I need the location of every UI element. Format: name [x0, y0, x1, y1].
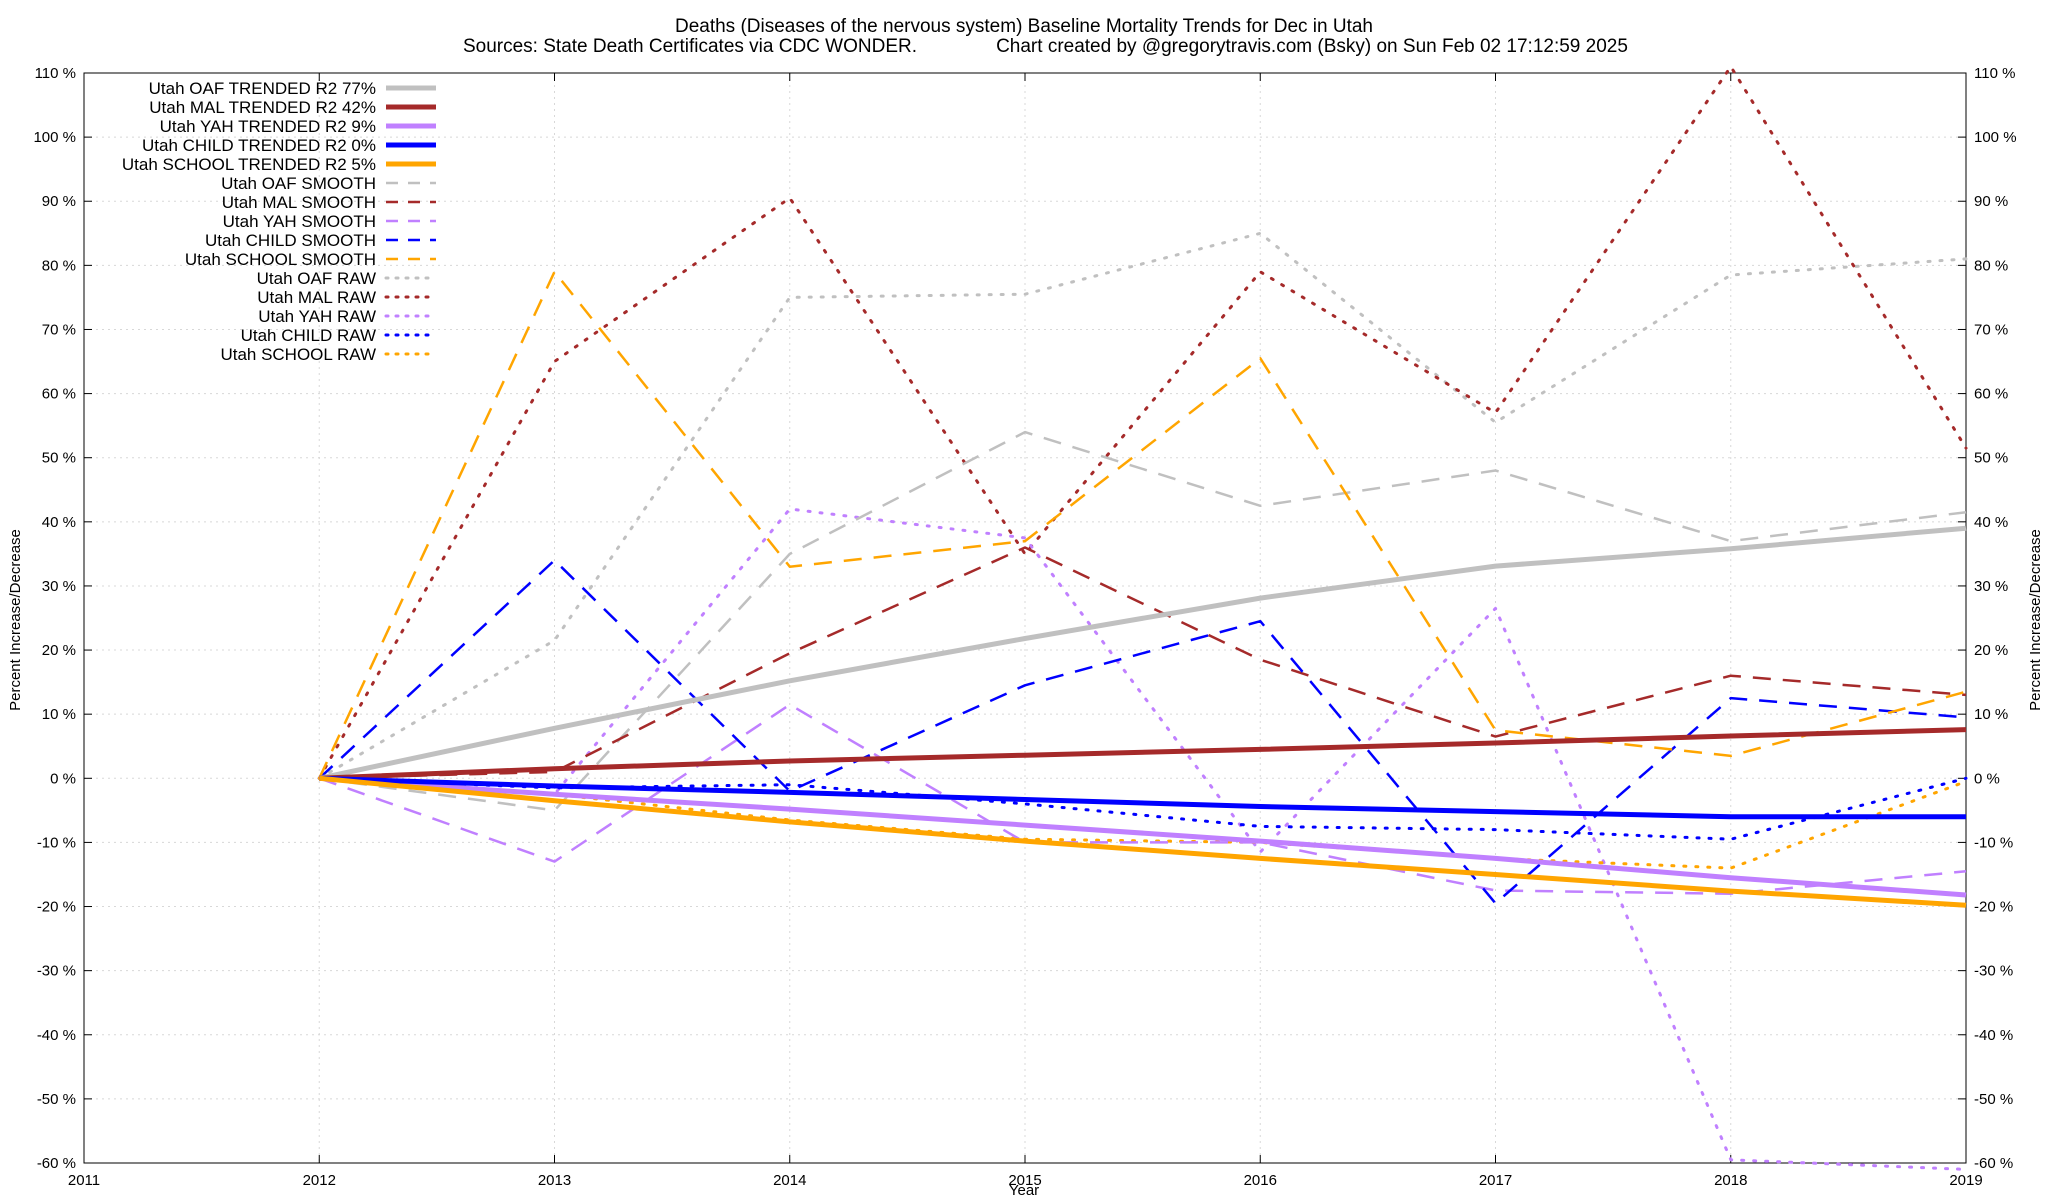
x-axis-label: Year [1009, 1182, 1039, 1199]
y-tick-label-left: 70 % [42, 321, 76, 338]
legend: Utah OAF TRENDED R2 77%Utah MAL TRENDED … [122, 79, 438, 364]
series-line-utah-oaf-smooth [319, 430, 1967, 812]
y-tick-label-right: -60 % [1974, 1155, 2013, 1172]
y-tick-label-left: -30 % [37, 963, 76, 980]
y-tick-label-left: 60 % [42, 386, 76, 403]
y-tick-label-left: 80 % [42, 257, 76, 274]
legend-label-utah-child-smooth: Utah CHILD SMOOTH [205, 231, 376, 250]
y-tick-label-right: 70 % [1974, 321, 2008, 338]
chart-subtitle-sources: Sources: State Death Certificates via CD… [463, 36, 917, 57]
y-tick-label-left: 50 % [42, 450, 76, 467]
series-line-utah-mal-raw [317, 65, 1968, 780]
legend-label-utah-oaf-raw: Utah OAF RAW [257, 269, 376, 288]
legend-label-utah-yah-raw: Utah YAH RAW [258, 307, 376, 326]
y-tick-label-right: -30 % [1974, 963, 2013, 980]
legend-label-utah-mal-trended-r2-42: Utah MAL TRENDED R2 42% [149, 98, 376, 117]
x-tick-label: 2015 [1008, 1172, 1041, 1189]
series-line-utah-oaf-trended-r2-77 [318, 525, 1967, 781]
legend-label-utah-oaf-trended-r2-77: Utah OAF TRENDED R2 77% [149, 79, 376, 98]
series-line-utah-oaf-raw [317, 231, 1968, 780]
y-tick-label-left: 90 % [42, 193, 76, 210]
y-tick-label-left: -40 % [37, 1027, 76, 1044]
chart-subtitle-credit: Chart created by @gregorytravis.com (Bsk… [996, 36, 1628, 57]
y-tick-label-left: -10 % [37, 834, 76, 851]
legend-label-utah-child-trended-r2-0: Utah CHILD TRENDED R2 0% [142, 136, 376, 155]
y-tick-label-right: 50 % [1974, 450, 2008, 467]
x-tick-label: 2011 [68, 1172, 100, 1189]
series-line-utah-yah-smooth [318, 703, 1967, 895]
series-line-utah-school-trended-r2-5 [319, 775, 1967, 908]
legend-label-utah-yah-trended-r2-9: Utah YAH TRENDED R2 9% [160, 117, 376, 136]
y-tick-label-left: -50 % [37, 1091, 76, 1108]
y-tick-label-right: -50 % [1974, 1091, 2013, 1108]
y-tick-label-right: 30 % [1974, 578, 2008, 595]
y-tick-label-right: -20 % [1974, 899, 2013, 916]
y-tick-label-right: -40 % [1974, 1027, 2013, 1044]
legend-label-utah-school-trended-r2-5: Utah SCHOOL TRENDED R2 5% [122, 155, 376, 174]
legend-label-utah-mal-raw: Utah MAL RAW [257, 288, 376, 307]
legend-label-utah-oaf-smooth: Utah OAF SMOOTH [221, 174, 376, 193]
y-axis-label-left: Percent Increase/Decrease [7, 529, 24, 711]
x-tick-label: 2017 [1479, 1172, 1512, 1189]
axis-ticks: 110 % 110 % 100 % 100 % 90 % 90 % 80 % 80 % 70 %… [33, 65, 2016, 1189]
y-tick-label-right: 10 % [1974, 706, 2008, 723]
series-line-utah-mal-trended-r2-42 [319, 727, 1967, 781]
y-tick-label-left: 20 % [42, 642, 76, 659]
y-tick-label-left: 30 % [42, 578, 76, 595]
chart-title: Deaths (Diseases of the nervous system) … [675, 16, 1373, 37]
y-tick-label-right: 0 % [1974, 770, 2000, 787]
y-tick-label-left: -60 % [37, 1155, 76, 1172]
y-tick-label-left: 100 % [33, 129, 76, 146]
series-line-utah-school-smooth [318, 270, 1967, 779]
y-tick-label-right: 40 % [1974, 514, 2008, 531]
y-tick-label-left: 40 % [42, 514, 76, 531]
series-line-utah-child-trended-r2-0 [319, 775, 1966, 820]
legend-label-utah-yah-smooth: Utah YAH SMOOTH [223, 212, 376, 231]
series-layer [317, 65, 1968, 1171]
y-axis-label-right: Percent Increase/Decrease [2027, 529, 2044, 711]
grid-lines [83, 72, 1967, 1164]
y-tick-label-right: 60 % [1974, 386, 2008, 403]
x-tick-label: 2012 [303, 1172, 336, 1189]
y-tick-label-right: 110 % [1974, 65, 2015, 82]
legend-label-utah-mal-smooth: Utah MAL SMOOTH [222, 193, 376, 212]
x-tick-label: 2019 [1949, 1172, 1982, 1189]
y-tick-label-right: -10 % [1974, 834, 2013, 851]
y-tick-label-left: 110 % [35, 65, 76, 82]
series-line-utah-yah-raw [317, 507, 1968, 1171]
series-line-utah-school-raw [317, 776, 1968, 870]
y-tick-label-right: 20 % [1974, 642, 2008, 659]
y-tick-label-right: 80 % [1974, 257, 2008, 274]
legend-label-utah-child-raw: Utah CHILD RAW [241, 326, 376, 345]
legend-label-utah-school-smooth: Utah SCHOOL SMOOTH [185, 250, 376, 269]
y-tick-label-right: 90 % [1974, 193, 2008, 210]
series-line-utah-mal-smooth [319, 546, 1967, 780]
x-tick-label: 2018 [1714, 1172, 1747, 1189]
y-tick-label-left: -20 % [37, 899, 76, 916]
legend-label-utah-school-raw: Utah SCHOOL RAW [220, 345, 376, 364]
y-tick-label-left: 0 % [50, 770, 76, 787]
series-line-utah-child-smooth [318, 559, 1967, 905]
y-tick-label-left: 10 % [42, 706, 76, 723]
x-tick-label: 2013 [538, 1172, 571, 1189]
series-line-utah-yah-trended-r2-9 [319, 775, 1967, 898]
x-tick-label: 2014 [773, 1172, 806, 1189]
x-tick-label: 2016 [1244, 1172, 1277, 1189]
y-tick-label-right: 100 % [1974, 129, 2017, 146]
